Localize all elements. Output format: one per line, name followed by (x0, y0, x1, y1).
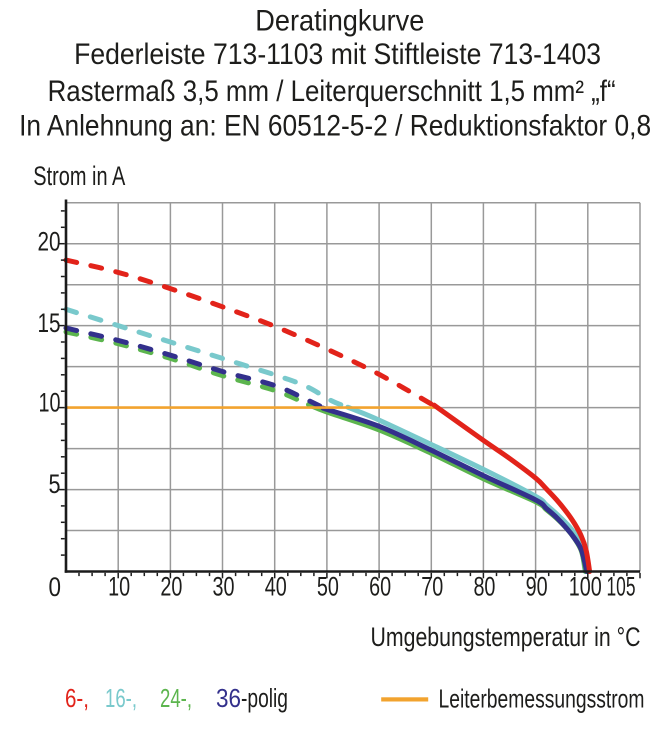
svg-text:24-,: 24-, (160, 685, 192, 713)
svg-text:-polig: -polig (241, 685, 288, 713)
svg-text:15: 15 (38, 308, 61, 338)
svg-text:90: 90 (526, 572, 548, 602)
svg-text:30: 30 (213, 572, 235, 602)
svg-text:36: 36 (216, 685, 241, 713)
svg-text:Deratingkurve: Deratingkurve (255, 4, 424, 37)
svg-text:Rastermaß 3,5 mm / Leiterquers: Rastermaß 3,5 mm / Leiterquerschnitt 1,5… (48, 75, 616, 108)
svg-text:105: 105 (607, 572, 636, 602)
svg-text:Federleiste 713-1103 mit Stift: Federleiste 713-1103 mit Stiftleiste 713… (74, 38, 601, 71)
svg-text:50: 50 (317, 572, 339, 602)
svg-text:40: 40 (265, 572, 287, 602)
svg-text:6-,: 6-, (65, 685, 89, 713)
svg-text:0: 0 (49, 572, 62, 602)
svg-text:20: 20 (160, 572, 182, 602)
svg-text:10: 10 (39, 388, 61, 418)
svg-text:Leiterbemessungsstrom: Leiterbemessungsstrom (439, 684, 645, 714)
svg-text:20: 20 (38, 226, 61, 256)
svg-text:Umgebungstemperatur in °C: Umgebungstemperatur in °C (371, 622, 641, 652)
svg-text:5: 5 (49, 469, 61, 499)
svg-text:In Anlehnung an: EN 60512-5-2: In Anlehnung an: EN 60512-5-2 / Reduktio… (19, 110, 651, 143)
svg-text:100: 100 (569, 572, 602, 602)
svg-text:70: 70 (421, 572, 443, 602)
svg-text:80: 80 (473, 572, 495, 602)
svg-text:60: 60 (369, 572, 391, 602)
svg-text:Strom in A: Strom in A (33, 161, 125, 191)
svg-text:10: 10 (108, 572, 130, 602)
svg-text:16-,: 16-, (105, 685, 137, 713)
